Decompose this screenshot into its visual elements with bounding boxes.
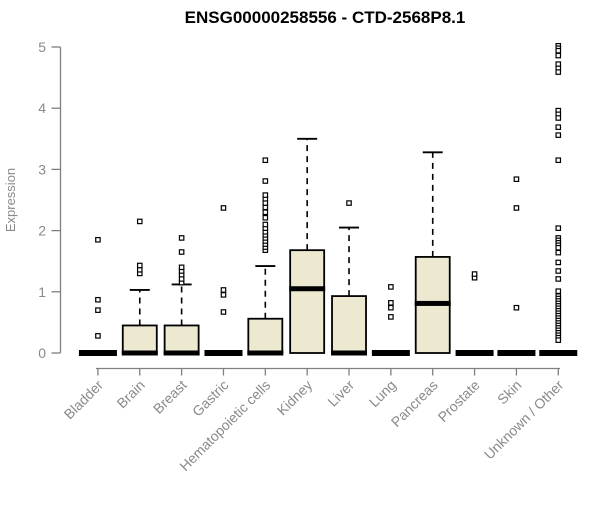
outlier-point: [262, 209, 269, 216]
collapsed-box: [455, 350, 494, 356]
collapsed-box: [78, 350, 117, 356]
outlier-point: [513, 176, 520, 182]
box-rect: [163, 324, 200, 354]
outlier-point: [178, 235, 185, 241]
box-group: [539, 42, 578, 356]
x-axis-category-label: Brain: [113, 377, 147, 411]
collapsed-box: [371, 350, 410, 356]
outlier-point: [555, 288, 562, 294]
box-group: [414, 151, 451, 354]
x-axis-category-label: Kidney: [274, 377, 316, 419]
outlier-point: [220, 205, 227, 211]
outlier-point: [513, 304, 520, 311]
outlier-point: [262, 178, 269, 184]
box-group: [371, 284, 410, 356]
outlier-point: [262, 221, 269, 228]
median-line: [121, 350, 158, 356]
median-line: [247, 350, 284, 356]
outlier-point: [555, 115, 562, 121]
outlier-point: [555, 249, 562, 256]
outlier-point: [555, 337, 562, 343]
box-group: [247, 157, 284, 356]
outlier-point: [555, 244, 562, 251]
x-axis-category-label: Pancreas: [388, 377, 441, 430]
boxes-layer: [78, 42, 578, 356]
y-tick-label: 0: [38, 345, 46, 361]
box-group: [163, 235, 200, 356]
x-axis-category-label: Breast: [150, 377, 190, 417]
median-line: [331, 350, 368, 356]
outlier-point: [262, 192, 269, 198]
median-line: [163, 350, 200, 356]
outlier-point: [220, 309, 227, 315]
collapsed-box: [204, 350, 243, 356]
outlier-point: [95, 296, 101, 303]
outlier-point: [95, 333, 101, 339]
box-group: [331, 200, 368, 356]
median-line: [414, 300, 451, 306]
outlier-point: [555, 69, 562, 75]
outlier-point: [555, 157, 562, 164]
x-axis-category-label: Lung: [366, 377, 399, 410]
box-group: [289, 137, 326, 354]
outlier-point: [513, 205, 520, 211]
outlier-point: [136, 218, 143, 225]
y-tick-label: 5: [38, 39, 46, 55]
median-line: [289, 286, 326, 292]
outlier-point: [178, 249, 185, 255]
outlier-point: [388, 284, 394, 290]
box-rect: [247, 317, 284, 354]
outlier-point: [555, 259, 562, 266]
outlier-point: [555, 132, 562, 138]
y-tick-label: 4: [38, 100, 46, 116]
x-axis-category-label: Bladder: [61, 377, 107, 423]
y-tick-label: 3: [38, 161, 46, 177]
outlier-point: [178, 264, 185, 271]
outlier-point: [220, 292, 227, 298]
outlier-point: [388, 300, 394, 306]
box-group: [204, 205, 243, 356]
outlier-point: [471, 271, 478, 277]
outlier-point: [346, 200, 352, 206]
y-axis-label: Expression: [3, 168, 18, 232]
x-axis-category-label: Skin: [494, 377, 525, 408]
outlier-point: [262, 157, 269, 164]
outlier-point: [555, 47, 562, 54]
y-tick-label: 1: [38, 284, 46, 300]
box-group: [497, 176, 536, 356]
box-rect: [289, 249, 326, 354]
box-group: [455, 271, 494, 356]
outlier-point: [95, 307, 101, 313]
x-axis-category-label: Prostate: [435, 377, 483, 425]
y-tick-label: 2: [38, 223, 46, 239]
outlier-point: [262, 214, 269, 221]
outlier-point: [136, 262, 143, 269]
outlier-point: [555, 276, 562, 282]
outlier-point: [388, 304, 394, 311]
collapsed-box: [497, 350, 536, 356]
collapsed-box: [539, 350, 578, 356]
outlier-point: [555, 52, 562, 59]
x-axis-category-label: Unknown / Other: [481, 377, 567, 463]
box-group: [121, 218, 158, 356]
outlier-point: [555, 225, 562, 231]
outlier-point: [95, 236, 101, 243]
outlier-point: [220, 287, 227, 293]
chart-title: ENSG00000258556 - CTD-2568P8.1: [185, 8, 466, 27]
outlier-point: [388, 314, 394, 320]
x-axis-category-label: Liver: [324, 377, 357, 410]
outlier-point: [555, 268, 562, 274]
outlier-point: [555, 124, 562, 130]
axes-layer: 0 1 2 3 4 5: [38, 39, 560, 376]
box-group: [78, 236, 117, 356]
box-rect: [121, 324, 158, 354]
box-rect: [331, 295, 367, 354]
